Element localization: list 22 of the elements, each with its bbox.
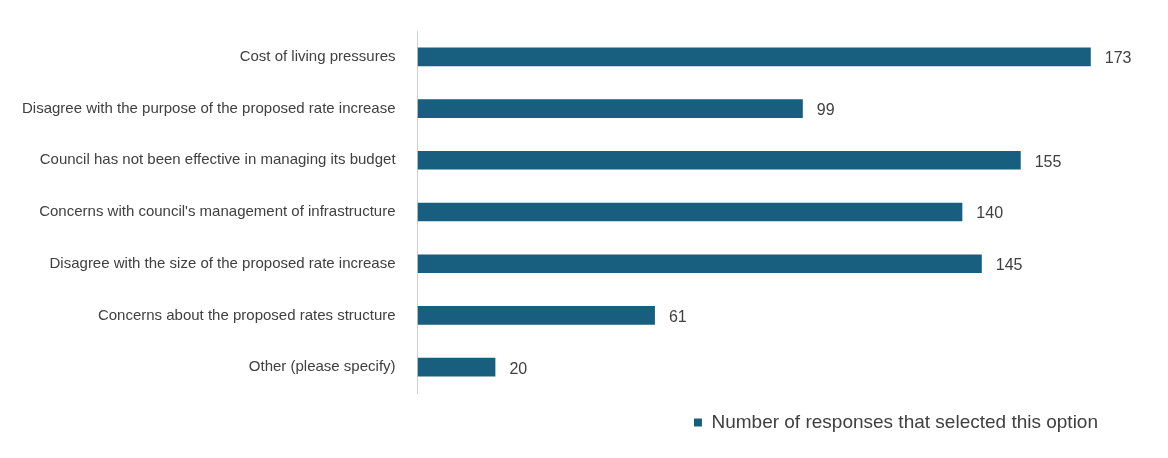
data-label: 155 [1034,152,1062,170]
bar [417,150,1021,170]
y-tick-label: Disagree with the purpose of the proposed rate increase [21,98,396,116]
data-label: 145 [995,256,1023,274]
y-tick-label: Disagree with the size of the proposed rate increase [49,253,396,271]
data-label: 99 [816,100,835,118]
bar [417,306,655,325]
bar [417,99,803,118]
bar [417,357,496,377]
y-tick-label: Other (please specify) [248,357,396,375]
data-label: 20 [509,359,528,377]
y-tick-label: Concerns about the proposed rates structure [97,305,396,323]
data-label: 173 [1104,49,1132,67]
y-tick-label: Cost of living pressures [239,47,396,64]
bar [417,202,963,222]
bar [417,254,982,274]
y-tick-label: Council has not been effective in managing its budget [39,150,397,168]
y-tick-label: Concerns with council's management of infrastructure [39,202,396,220]
legend-label: Number of responses that selected this option [711,410,1099,432]
data-label: 61 [668,307,687,325]
bar [417,47,1091,67]
data-label: 140 [976,204,1004,222]
